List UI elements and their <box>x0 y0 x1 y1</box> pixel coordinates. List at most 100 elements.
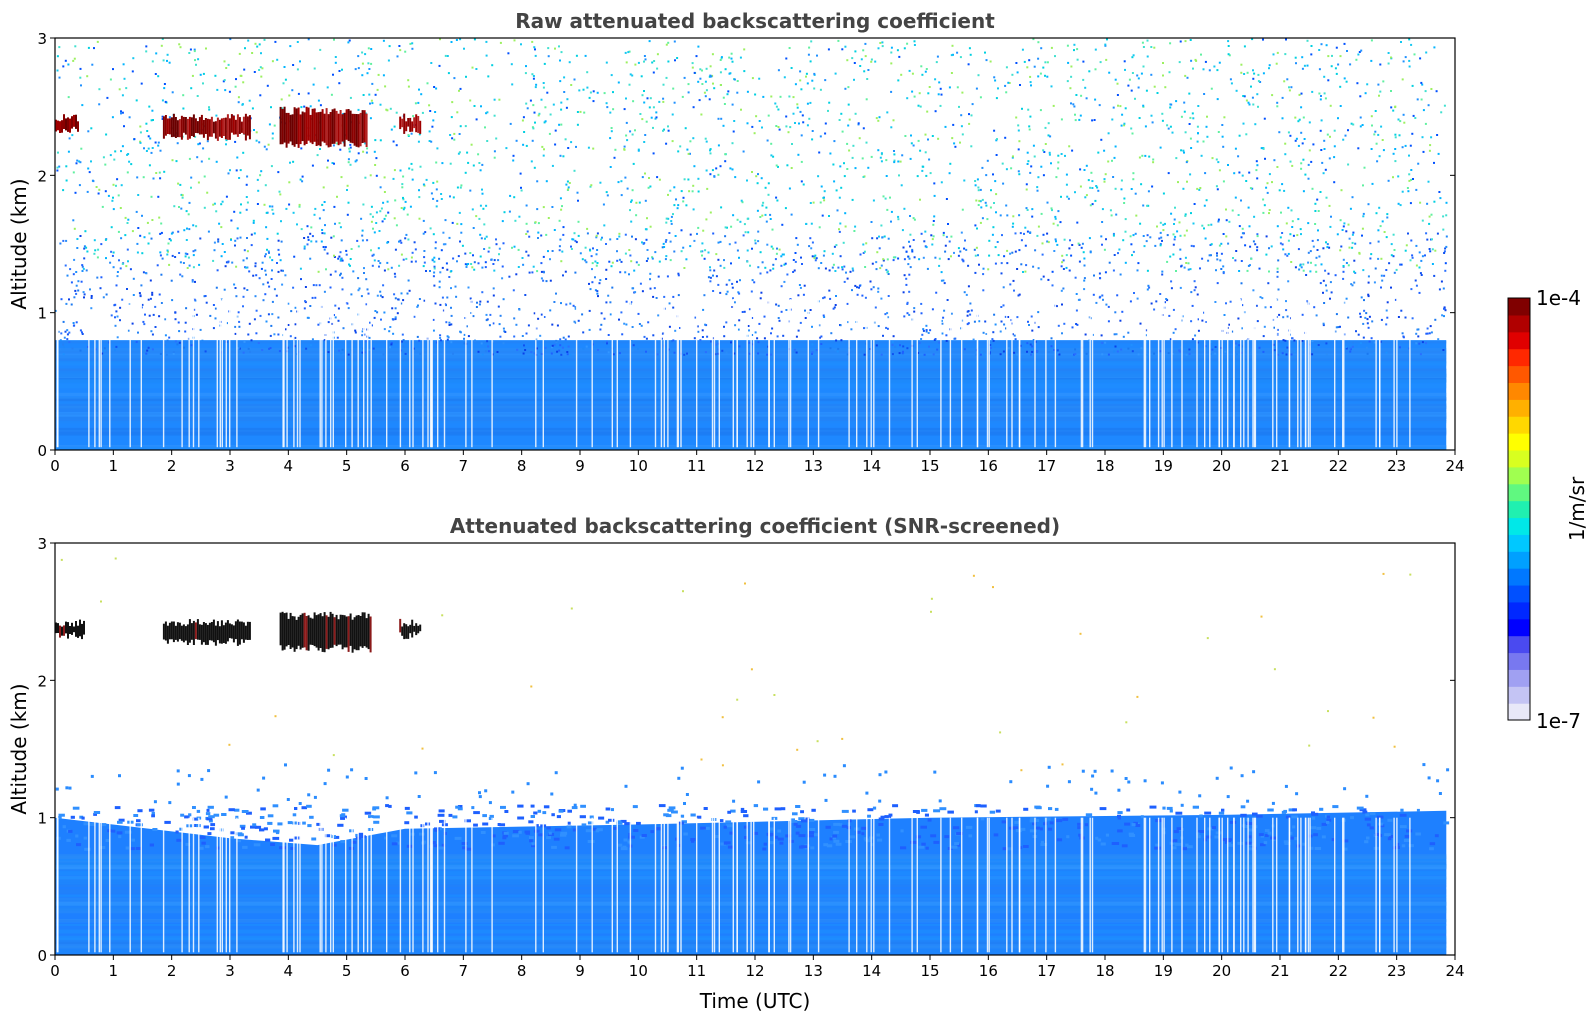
speckle <box>560 302 562 305</box>
speckle <box>1351 345 1354 348</box>
noise-speckle <box>606 106 609 109</box>
noise-speckle <box>75 271 78 273</box>
speckle <box>880 264 883 267</box>
noise-speckle <box>1233 172 1236 175</box>
noise-speckle <box>461 244 464 247</box>
noise-speckle <box>969 53 972 56</box>
noise-speckle <box>1421 136 1424 139</box>
noise-speckle <box>819 135 822 138</box>
speckle <box>1029 343 1032 346</box>
speckle <box>1348 237 1351 240</box>
noise-speckle <box>800 160 803 163</box>
speckle <box>1000 320 1003 323</box>
speckle <box>1437 338 1440 341</box>
speckle <box>712 274 714 277</box>
noise-speckle <box>903 207 906 210</box>
speckle <box>85 269 88 272</box>
noise-speckle <box>630 199 633 202</box>
noise-speckle <box>1066 44 1069 47</box>
speckle <box>1037 326 1040 329</box>
speckle <box>562 274 564 277</box>
noise-speckle <box>1379 225 1382 228</box>
speckle <box>908 290 911 293</box>
noise-speckle <box>1120 179 1123 182</box>
speckle <box>941 322 944 325</box>
noise-speckle <box>455 39 458 41</box>
noise-speckle <box>482 207 485 210</box>
speckle <box>212 304 215 306</box>
noise-speckle <box>1379 63 1382 66</box>
speckle <box>556 324 559 327</box>
speckle <box>1337 326 1340 329</box>
noise-speckle <box>373 259 376 262</box>
speckle <box>1129 300 1132 303</box>
noise-speckle <box>432 181 435 184</box>
noise-speckle <box>1215 158 1218 161</box>
speckle <box>1214 346 1217 348</box>
speckle <box>265 273 267 276</box>
speckle <box>486 340 489 343</box>
speckle <box>1107 353 1110 356</box>
noise-speckle <box>917 104 920 107</box>
speckle <box>81 331 83 334</box>
speckle <box>141 303 144 306</box>
speckle <box>495 243 498 246</box>
noise-speckle <box>150 195 153 198</box>
noise-speckle <box>857 122 860 125</box>
noise-speckle <box>648 40 651 43</box>
speckle <box>556 350 559 353</box>
speckle <box>567 345 570 348</box>
noise-speckle <box>279 259 282 262</box>
speckle <box>689 233 692 236</box>
speckle <box>1440 280 1443 283</box>
gap-line <box>1006 298 1008 448</box>
noise-speckle <box>1271 181 1273 184</box>
noise-speckle <box>977 189 980 192</box>
noise-speckle <box>168 61 171 64</box>
noise-speckle <box>253 232 256 235</box>
speckle <box>1428 248 1431 250</box>
noise-speckle <box>1263 117 1266 120</box>
speckle <box>322 350 325 353</box>
noise-speckle <box>616 238 619 240</box>
speckle <box>1194 286 1197 289</box>
noise-speckle <box>940 93 943 96</box>
speckle <box>1153 352 1156 355</box>
speckle <box>112 266 115 269</box>
speckle <box>1209 244 1212 246</box>
speckle <box>1026 342 1029 345</box>
speckle <box>75 284 78 287</box>
noise-speckle <box>1302 158 1305 161</box>
edge-blob <box>617 843 623 847</box>
speckle <box>1229 300 1232 303</box>
noise-speckle <box>525 233 528 235</box>
speckle <box>418 339 421 342</box>
noise-speckle <box>253 71 256 73</box>
speckle <box>255 332 258 335</box>
speckle <box>618 318 620 321</box>
noise-speckle <box>1428 222 1431 225</box>
speckle <box>643 335 646 338</box>
noise-speckle <box>433 86 436 88</box>
noise-speckle <box>827 109 829 112</box>
speckle <box>1180 265 1183 268</box>
speckle <box>624 233 627 236</box>
noise-speckle <box>487 75 490 78</box>
noise-speckle <box>285 207 288 210</box>
speckle <box>432 329 435 332</box>
speckle <box>1178 349 1181 352</box>
noise-speckle <box>306 225 309 228</box>
noise-speckle <box>1142 105 1145 108</box>
noise-speckle <box>190 176 193 179</box>
noise-speckle <box>393 169 396 172</box>
speckle <box>677 294 680 297</box>
noise-speckle <box>1140 183 1143 186</box>
x-tick-label: 19 <box>1154 457 1173 475</box>
speckle <box>709 280 712 283</box>
noise-speckle <box>404 50 407 53</box>
noise-speckle <box>91 63 94 66</box>
noise-speckle <box>713 87 716 90</box>
noise-speckle <box>278 190 281 193</box>
noise-speckle <box>950 255 952 258</box>
speckle <box>174 318 177 321</box>
